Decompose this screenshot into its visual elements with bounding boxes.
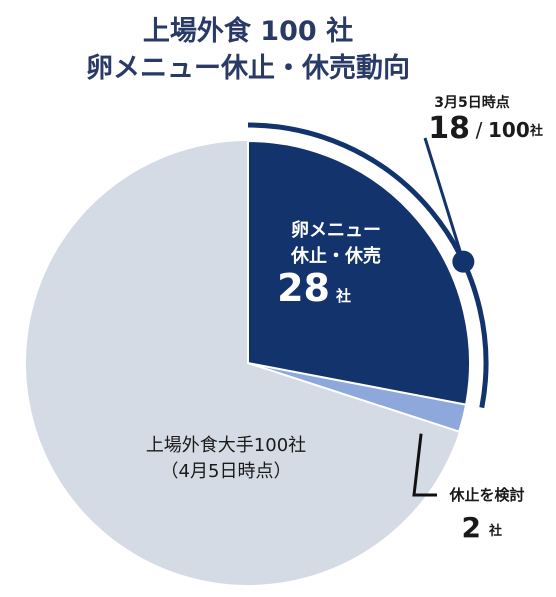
suspended-unit: 社 <box>335 287 351 305</box>
considering-unit: 社 <box>488 523 502 539</box>
title-line2: 卵メニュー休止・休売動向 <box>86 52 410 84</box>
title-line1: 上場外食 100 社 <box>143 15 353 47</box>
considering-label: 休止を検討 <box>448 486 524 504</box>
slice-suspended <box>247 139 471 406</box>
others-label-line2: （4月5日時点） <box>161 461 292 482</box>
slice-large-chains <box>25 141 460 585</box>
march-separator: / <box>476 118 483 142</box>
suspended-label-line1: 卵メニュー <box>291 219 381 241</box>
march-leader-line <box>423 137 465 263</box>
suspended-label-line2: 休止・休売 <box>290 245 381 267</box>
march-arc <box>247 122 489 409</box>
considering-leader-line <box>412 433 437 497</box>
considering-value: 2 <box>462 511 481 544</box>
others-label-line1: 上場外食大手100社 <box>146 435 306 456</box>
march-value: 18 <box>428 111 470 146</box>
suspended-value: 28 <box>277 266 330 310</box>
march-total: 100 <box>488 118 530 142</box>
march-unit: 社 <box>529 123 543 139</box>
march-date-label: 3月5日時点 <box>434 94 509 111</box>
